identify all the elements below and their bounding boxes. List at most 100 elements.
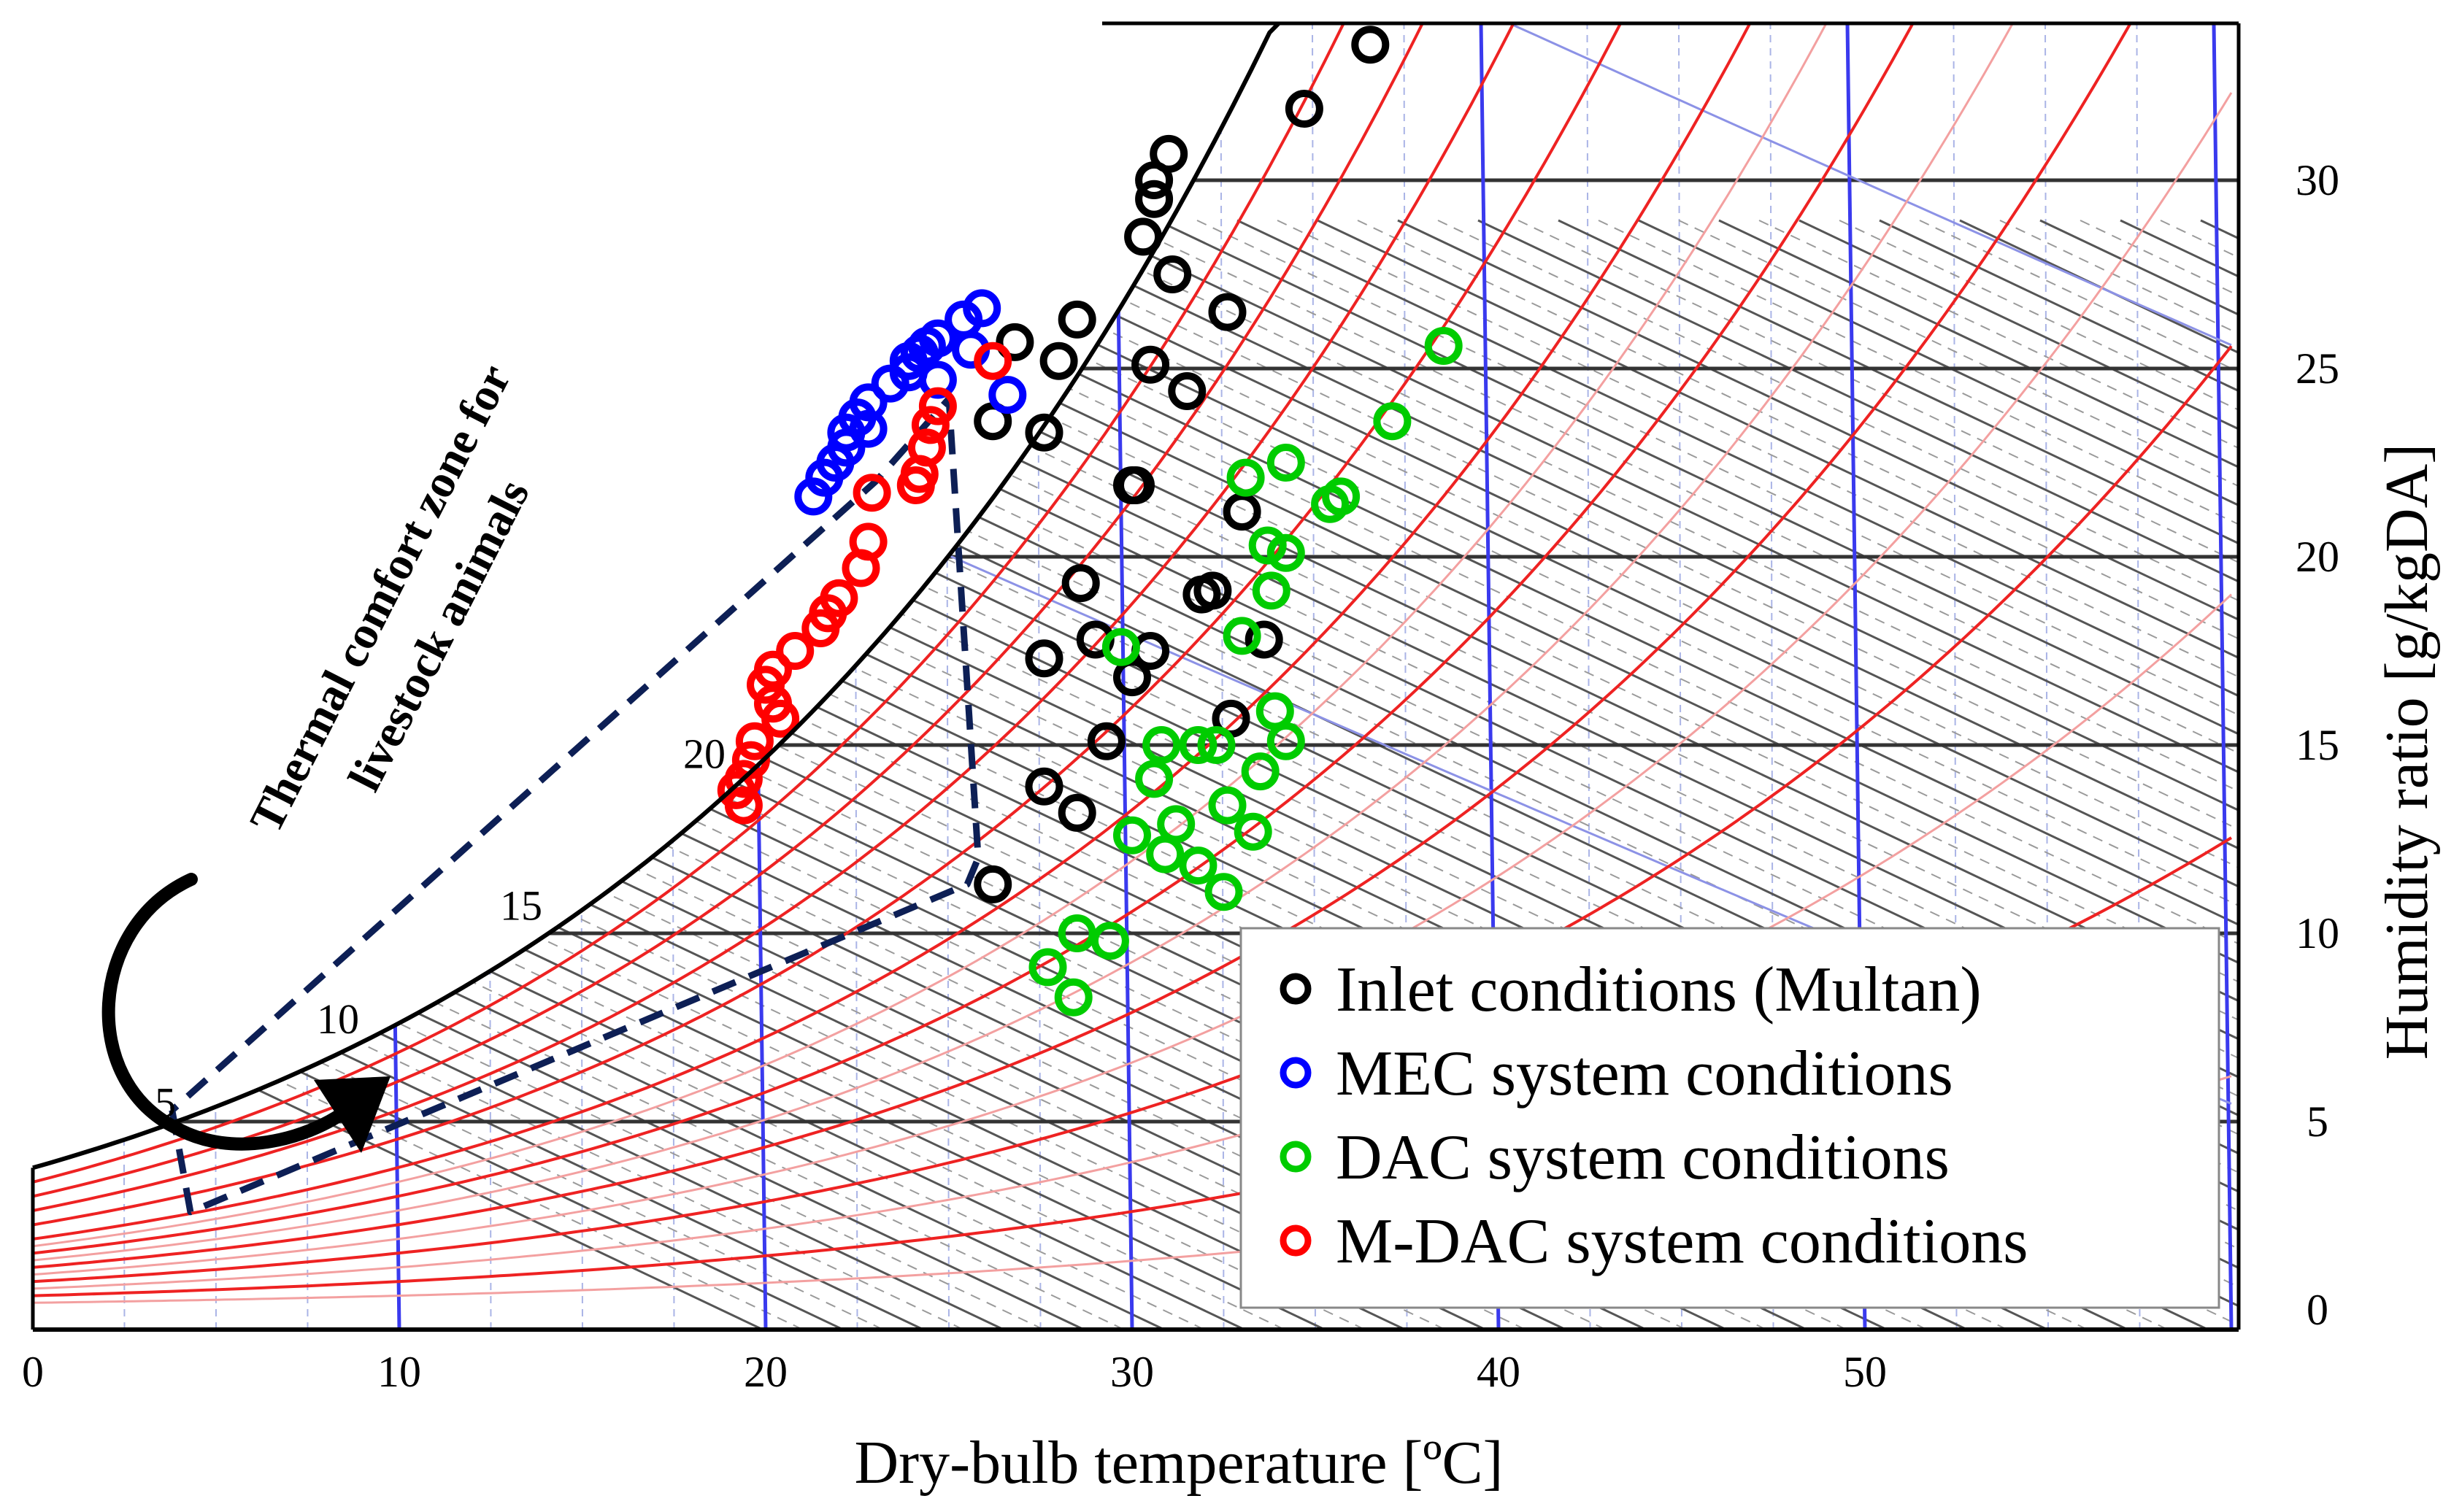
enthalpy-line (33, 220, 1366, 1330)
x-tick-label: 10 (377, 1348, 421, 1396)
enthalpy-line (33, 220, 1045, 1330)
data-point-dac-system-conditions (1146, 835, 1185, 873)
relative-humidity-curve (33, 23, 1922, 1255)
enthalpy-line (1236, 219, 2239, 1330)
enthalpy-line (33, 220, 1607, 1330)
enthalpy-line (1477, 219, 2239, 1330)
enthalpy-line (33, 219, 1004, 1330)
enthalpy-line (33, 220, 804, 1330)
legend-marker (1280, 973, 1312, 1005)
x-axis-title: Dry-bulb temperature [ºC] (854, 1429, 1503, 1497)
arrow-head-icon (314, 1076, 391, 1153)
relative-humidity-curve-minor (33, 593, 2233, 1290)
relative-humidity-curve (33, 23, 1757, 1241)
data-point-inlet-conditions-multan (1285, 90, 1323, 128)
data-point-m-dac-system-conditions (974, 342, 1012, 380)
data-point-dac-system-conditions (1226, 458, 1265, 497)
data-point-dac-system-conditions (1058, 914, 1096, 952)
data-point-m-dac-system-conditions (801, 609, 840, 647)
data-point-inlet-conditions-multan (1182, 575, 1221, 614)
data-point-dac-system-conditions (1266, 722, 1305, 760)
data-point-inlet-conditions-multan (1087, 722, 1126, 760)
data-point-m-dac-system-conditions (918, 387, 957, 425)
x-tick-label: 30 (1110, 1348, 1154, 1396)
data-point-dac-system-conditions (1179, 846, 1217, 885)
enthalpy-line (755, 219, 2239, 1330)
data-point-inlet-conditions-multan (1208, 293, 1247, 331)
legend-box (1239, 927, 2220, 1309)
minor-temp-line (945, 23, 950, 1330)
data-point-mec-system-conditions (889, 342, 928, 380)
plot-frame-layer (31, 21, 2241, 1332)
data-point-dac-system-conditions (1135, 760, 1174, 798)
major-temp-line (33, 23, 35, 1330)
enthalpy-line (835, 219, 2239, 1330)
legend-marker (1280, 1224, 1312, 1257)
enthalpy-line (33, 220, 1285, 1330)
enthalpy-line (33, 220, 1125, 1330)
data-point-inlet-conditions-multan (1113, 466, 1151, 504)
y-tick-label: 30 (2296, 156, 2339, 204)
data-point-m-dac-system-conditions (911, 406, 950, 444)
minor-temp-line (120, 23, 126, 1330)
x-tick-label: 0 (22, 1348, 44, 1396)
enthalpy-line (33, 219, 924, 1330)
data-point-inlet-conditions-multan (1223, 493, 1261, 531)
data-point-dac-system-conditions (1266, 444, 1305, 482)
enthalpy-line (1638, 219, 2239, 1330)
minor-temp-line (487, 23, 492, 1330)
minor-temp-line (212, 23, 217, 1330)
legend-marker (1280, 1057, 1312, 1089)
data-point-m-dac-system-conditions (776, 632, 815, 670)
data-point-inlet-conditions-multan (974, 865, 1012, 903)
wet-bulb-label: 15 (500, 882, 542, 930)
enthalpy-line (1718, 219, 2239, 1330)
enthalpy-line (33, 220, 884, 1330)
data-point-dac-system-conditions (1424, 327, 1463, 365)
data-point-inlet-conditions-multan (996, 323, 1034, 361)
data-point-dac-system-conditions (1197, 726, 1236, 764)
legend-marker (1280, 1141, 1312, 1173)
relative-humidity-curve (33, 345, 2233, 1284)
data-point-dac-system-conditions (1028, 948, 1067, 987)
data-point-inlet-conditions-multan (1058, 793, 1096, 832)
enthalpy-line (1799, 219, 2239, 1330)
data-point-mec-system-conditions (918, 360, 957, 399)
data-point-m-dac-system-conditions (842, 549, 880, 587)
y-tick-label: 15 (2296, 721, 2339, 769)
data-point-dac-system-conditions (1208, 786, 1247, 825)
x-tick-label: 50 (1843, 1348, 1887, 1396)
y-axis-title: Humidity ratio [g/kgDA] (2373, 444, 2441, 1060)
data-point-m-dac-system-conditions (747, 666, 785, 704)
data-point-dac-system-conditions (1101, 628, 1140, 666)
data-point-dac-system-conditions (1157, 805, 1196, 844)
data-point-mec-system-conditions (805, 458, 844, 497)
enthalpy-line (33, 219, 844, 1330)
enthalpy-line (1076, 219, 2239, 1330)
data-point-dac-system-conditions (1311, 485, 1350, 523)
data-point-dac-system-conditions (1255, 692, 1294, 730)
enthalpy-line (1156, 219, 2239, 1330)
enthalpy-line (1558, 219, 2239, 1330)
data-point-inlet-conditions-multan (1124, 217, 1163, 256)
wet-bulb-label: 10 (317, 995, 359, 1043)
enthalpy-line (33, 220, 1205, 1330)
enthalpy-line (33, 219, 763, 1330)
wet-bulb-line (1315, 23, 2232, 347)
data-point-dac-system-conditions (1373, 402, 1412, 441)
data-points-layer (717, 26, 1463, 1017)
data-point-dac-system-conditions (1090, 922, 1129, 960)
relative-humidity-curve-minor (33, 92, 2233, 1276)
wet-bulb-label: 20 (683, 730, 726, 777)
relative-humidity-curve-minor (33, 23, 2022, 1262)
legend-label: MEC system conditions (1336, 1038, 1953, 1109)
data-point-mec-system-conditions (988, 376, 1027, 414)
enthalpy-line (2442, 220, 2462, 1330)
data-point-inlet-conditions-multan (1131, 345, 1170, 384)
data-point-inlet-conditions-multan (1351, 26, 1390, 64)
relative-humidity-curve (33, 23, 1427, 1198)
relative-humidity-curve (33, 23, 1353, 1184)
data-point-dac-system-conditions (1248, 526, 1287, 565)
